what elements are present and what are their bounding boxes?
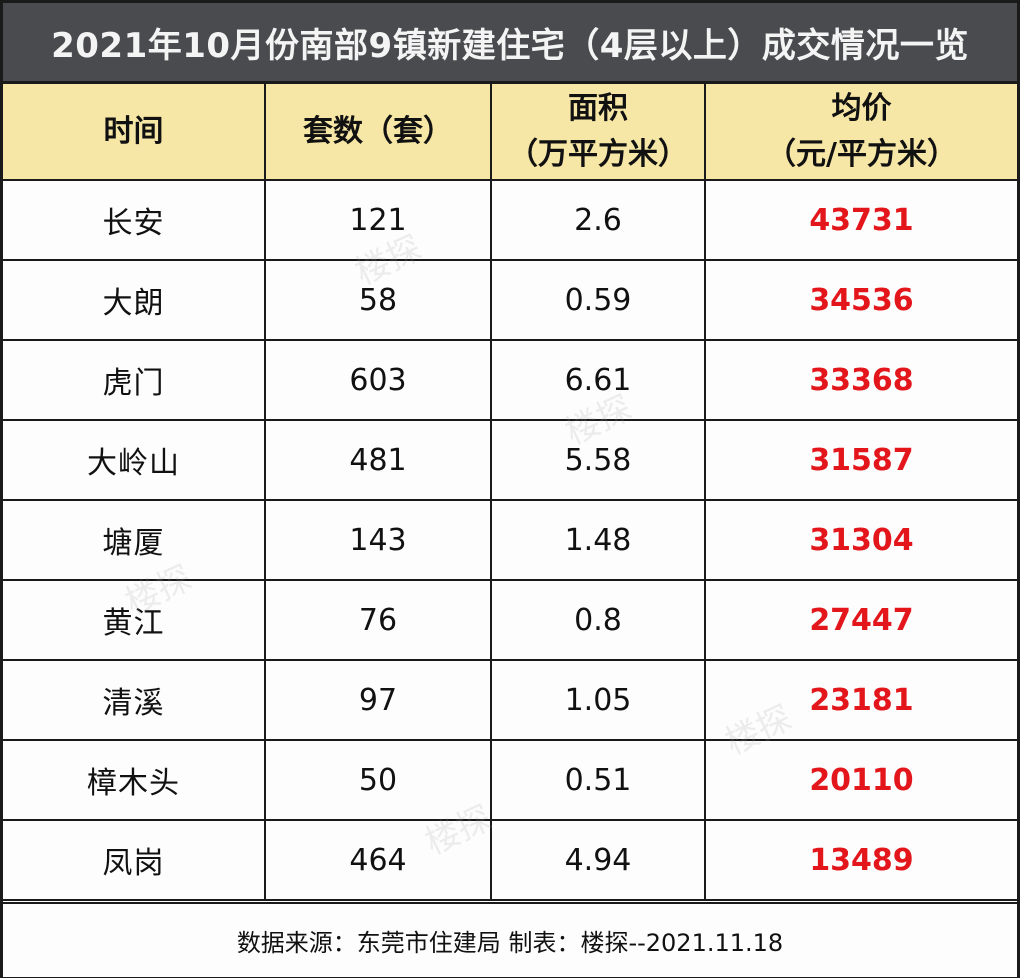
price-cell: 31304 xyxy=(704,499,1017,581)
units-cell: 76 xyxy=(264,579,492,661)
source-footer: 数据来源：东莞市住建局 制表：楼探--2021.11.18 xyxy=(3,902,1017,977)
table-row: 长安 121 2.6 43731 xyxy=(3,179,1017,261)
town-cell: 虎门 xyxy=(3,339,266,421)
price-cell: 23181 xyxy=(704,659,1017,741)
transaction-table: 时间 套数（套） 面积 （万平方米） 均价 （元/平方米） 长安 121 2.6 4… xyxy=(3,84,1017,901)
area-cell: 0.51 xyxy=(490,739,706,821)
units-cell: 143 xyxy=(264,499,492,581)
units-cell: 50 xyxy=(264,739,492,821)
units-cell: 58 xyxy=(264,259,492,341)
area-cell: 4.94 xyxy=(490,819,706,901)
area-cell: 1.05 xyxy=(490,659,706,741)
header-row: 时间 套数（套） 面积 （万平方米） 均价 （元/平方米） xyxy=(3,84,1017,181)
town-cell: 长安 xyxy=(3,179,266,261)
header-area: 面积 （万平方米） xyxy=(490,84,706,181)
header-price: 均价 （元/平方米） xyxy=(704,84,1017,181)
table-row: 大朗 58 0.59 34536 xyxy=(3,259,1017,341)
units-cell: 464 xyxy=(264,819,492,901)
area-cell: 0.59 xyxy=(490,259,706,341)
town-cell: 黄江 xyxy=(3,579,266,661)
table-row: 塘厦 143 1.48 31304 xyxy=(3,499,1017,581)
area-cell: 6.61 xyxy=(490,339,706,421)
area-cell: 2.6 xyxy=(490,179,706,261)
town-cell: 大岭山 xyxy=(3,419,266,501)
price-cell: 13489 xyxy=(704,819,1017,901)
town-cell: 大朗 xyxy=(3,259,266,341)
price-cell: 31587 xyxy=(704,419,1017,501)
area-cell: 0.8 xyxy=(490,579,706,661)
town-cell: 塘厦 xyxy=(3,499,266,581)
table-row: 大岭山 481 5.58 31587 xyxy=(3,419,1017,501)
header-time: 时间 xyxy=(3,84,266,181)
price-cell: 34536 xyxy=(704,259,1017,341)
price-cell: 20110 xyxy=(704,739,1017,821)
units-cell: 121 xyxy=(264,179,492,261)
area-cell: 5.58 xyxy=(490,419,706,501)
price-cell: 43731 xyxy=(704,179,1017,261)
town-cell: 樟木头 xyxy=(3,739,266,821)
table-row: 清溪 97 1.05 23181 xyxy=(3,659,1017,741)
units-cell: 97 xyxy=(264,659,492,741)
table-row: 黄江 76 0.8 27447 xyxy=(3,579,1017,661)
table-row: 樟木头 50 0.51 20110 xyxy=(3,739,1017,821)
table-title: 2021年10月份南部9镇新建住宅（4层以上）成交情况一览 xyxy=(3,3,1017,84)
price-cell: 27447 xyxy=(704,579,1017,661)
area-cell: 1.48 xyxy=(490,499,706,581)
table-row: 凤岗 464 4.94 13489 xyxy=(3,819,1017,901)
units-cell: 481 xyxy=(264,419,492,501)
header-units: 套数（套） xyxy=(264,84,492,181)
town-cell: 凤岗 xyxy=(3,819,266,901)
town-cell: 清溪 xyxy=(3,659,266,741)
table-row: 虎门 603 6.61 33368 xyxy=(3,339,1017,421)
units-cell: 603 xyxy=(264,339,492,421)
price-cell: 33368 xyxy=(704,339,1017,421)
